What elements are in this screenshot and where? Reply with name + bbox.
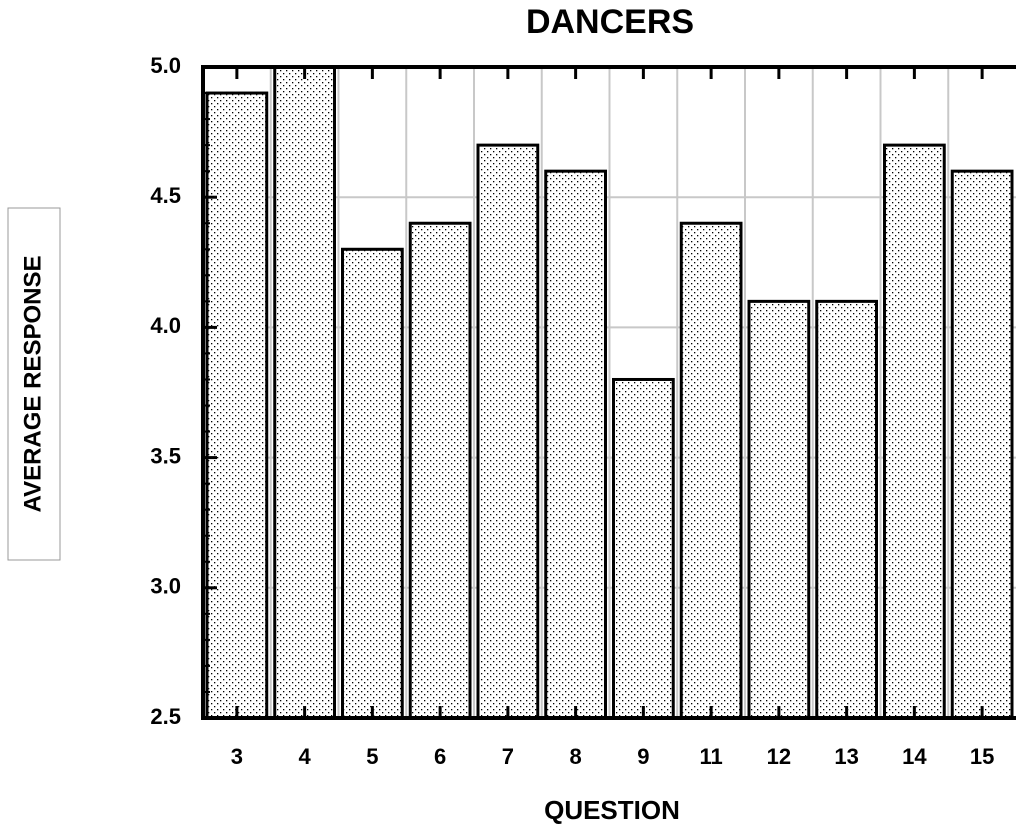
bar — [612, 377, 675, 720]
bar — [815, 299, 878, 720]
x-axis-label: QUESTION — [544, 795, 680, 825]
x-tick-label: 4 — [299, 744, 312, 769]
bar — [747, 299, 811, 720]
axes: 2.5 3.0 3.5 4.0 4.5 5.0 3 4 5 6 7 8 9 11 12 13 14 15 — [150, 53, 1016, 769]
x-tick-label: 11 — [699, 744, 722, 769]
y-tick-label: 5.0 — [150, 53, 181, 78]
y-tick-label: 3.0 — [150, 574, 181, 599]
x-tick-label: 13 — [834, 744, 858, 769]
x-tick-label: 15 — [970, 744, 994, 769]
bar — [544, 169, 607, 720]
y-tick-label: 2.5 — [150, 704, 181, 729]
x-tick-label: 5 — [366, 744, 378, 769]
grid — [203, 66, 1016, 719]
bar — [883, 143, 946, 720]
bar — [205, 91, 269, 720]
x-tick-label: 8 — [570, 744, 582, 769]
y-tick-label: 4.0 — [150, 313, 181, 338]
bars — [205, 65, 1014, 720]
axis-frame — [201, 65, 1016, 720]
x-tick-label: 12 — [767, 744, 791, 769]
bar — [408, 221, 472, 720]
y-tick-label: 4.5 — [150, 183, 181, 208]
chart-title: DANCERS — [526, 3, 694, 41]
bar — [679, 221, 743, 720]
x-tick-label: 6 — [434, 744, 446, 769]
bar — [273, 65, 336, 720]
x-tick-label: 3 — [231, 744, 243, 769]
bar — [341, 247, 404, 720]
x-tick-label: 7 — [502, 744, 514, 769]
y-axis-label: AVERAGE RESPONSE — [19, 256, 46, 513]
bar — [476, 143, 540, 720]
x-tick-label: 14 — [902, 744, 927, 769]
x-tick-label: 9 — [637, 744, 649, 769]
y-tick-label: 3.5 — [150, 443, 181, 468]
bar — [950, 169, 1014, 720]
y-label-box — [7, 207, 61, 561]
